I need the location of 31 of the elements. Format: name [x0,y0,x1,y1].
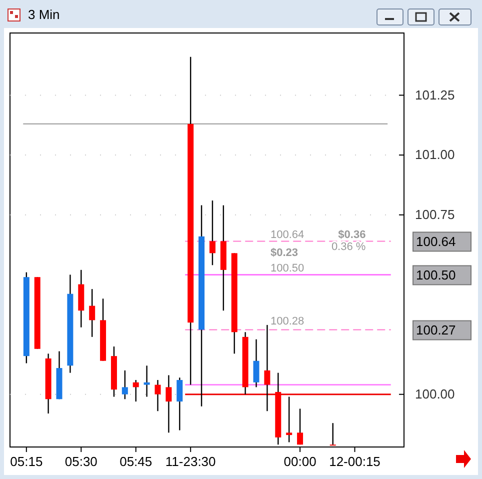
candlestick [122,370,128,400]
y-tick-label: 100.75 [415,207,455,222]
annotation: 100.28 [270,315,304,328]
ref-line-label: 100.64 [416,234,456,250]
candlestick [286,396,292,443]
candlestick [264,324,270,412]
chart-title: 3 Min [28,7,60,22]
candlestick [144,365,150,398]
x-tick-label: 12-00:15 [329,454,380,470]
annotation: $0.36 [338,229,366,241]
candlestick [176,377,183,431]
candlestick [89,288,96,338]
x-tick-label: 05:15 [10,454,43,470]
x-tick-label: 05:45 [120,454,152,470]
annotation: 100.50 [270,262,304,275]
y-tick-label: 101.00 [415,147,455,162]
y-tick-label: 100.00 [415,386,455,402]
annotation: $0.23 [270,247,298,259]
x-tick-label: 00:00 [284,454,316,470]
ref-line-label: 100.50 [416,268,456,283]
candlestick [154,379,161,412]
candlestick [132,379,139,402]
y-tick-label: 101.25 [415,87,455,102]
annotation: 100.64 [270,229,304,242]
x-tick-label: 05:30 [64,454,98,470]
x-tick-label: 11-23:30 [165,454,216,470]
candlestick [166,374,172,434]
ref-line-label: 100.27 [416,322,456,338]
candlestick [209,200,216,266]
candlestick [253,338,260,388]
annotation: 0.36 % [331,241,366,253]
